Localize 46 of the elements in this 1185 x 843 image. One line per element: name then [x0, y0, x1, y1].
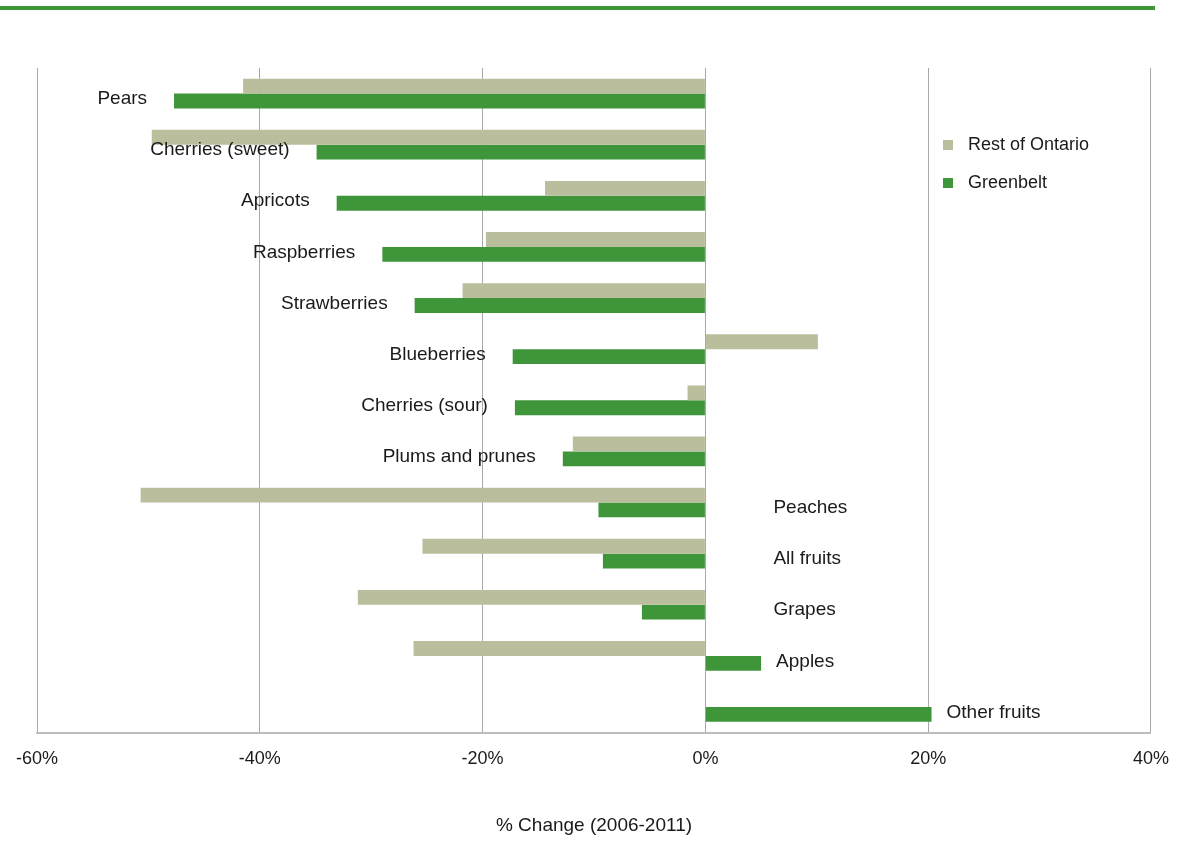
- bar: [462, 283, 705, 299]
- y-tick-label: Apples: [776, 649, 835, 671]
- y-tick-label: Raspberries: [252, 240, 356, 262]
- x-tick-label: -20%: [461, 748, 504, 769]
- bar: [598, 502, 705, 518]
- y-tick-label: Peaches: [773, 496, 848, 518]
- bar: [174, 93, 705, 109]
- bar: [514, 400, 705, 416]
- bar: [413, 641, 705, 656]
- bar: [544, 180, 705, 196]
- x-tick-label: 20%: [910, 748, 947, 769]
- y-tick-label: Grapes: [773, 598, 836, 620]
- x-tick-label: -60%: [15, 748, 59, 769]
- x-axis-title: % Change (2006-2011): [495, 813, 693, 835]
- bar: [572, 436, 705, 452]
- y-tick-label: All fruits: [773, 547, 841, 569]
- y-tick-label: Pears: [97, 87, 148, 109]
- y-tick-label: Blueberries: [389, 342, 486, 364]
- bar: [414, 298, 705, 313]
- legend-label: Rest of Ontario: [967, 133, 1090, 154]
- bar: [382, 246, 705, 262]
- y-tick-label: Cherries (sweet): [150, 138, 290, 160]
- legend-label: Greenbelt: [967, 171, 1048, 192]
- bar: [602, 553, 705, 569]
- bar: [705, 707, 932, 722]
- bar: [357, 589, 705, 605]
- bar: [705, 334, 818, 350]
- x-tick-label: -40%: [238, 748, 281, 769]
- bar: [243, 78, 705, 94]
- y-tick-label: Other fruits: [946, 700, 1041, 722]
- bar: [485, 232, 705, 247]
- y-tick-label: Cherries (sour): [361, 393, 488, 415]
- bar: [687, 385, 705, 401]
- x-tick-label: 0%: [692, 748, 719, 769]
- x-tick-label: 40%: [1132, 748, 1169, 769]
- y-tick-label: Plums and prunes: [382, 445, 536, 467]
- bar: [336, 195, 705, 211]
- bar: [140, 487, 705, 503]
- bar: [641, 604, 705, 620]
- bar: [422, 538, 705, 554]
- bar: [562, 451, 705, 467]
- y-tick-label: Strawberries: [280, 291, 388, 313]
- bar: [316, 144, 705, 160]
- y-tick-label: Apricots: [241, 189, 310, 211]
- bar: [512, 349, 705, 364]
- bar: [705, 655, 762, 671]
